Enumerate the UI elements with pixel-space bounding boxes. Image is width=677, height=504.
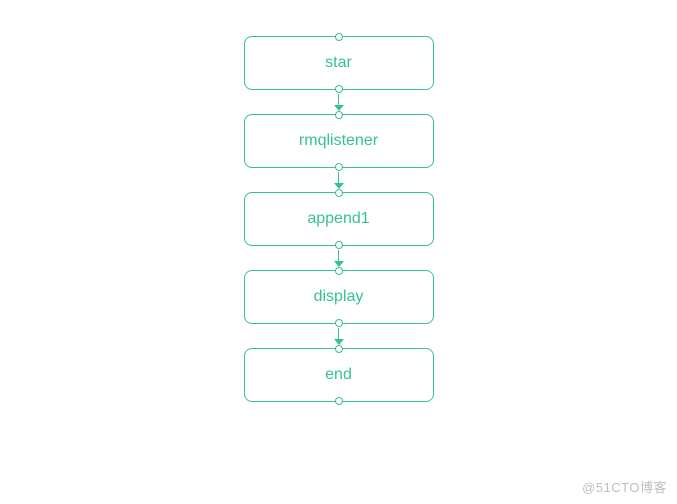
- flowchart-node-n1[interactable]: star: [244, 36, 434, 90]
- port-top-icon: [335, 33, 343, 41]
- flowchart-edge: [338, 328, 339, 344]
- flowchart-edge: [338, 172, 339, 188]
- flowchart-edge: [338, 250, 339, 266]
- flowchart-node-label: rmqlistener: [299, 132, 378, 150]
- port-bottom-icon: [335, 319, 343, 327]
- flowchart-node-label: append1: [307, 210, 369, 228]
- port-bottom-icon: [335, 163, 343, 171]
- flowchart-container: star rmqlistener append1 display end: [0, 0, 677, 402]
- flowchart-node-label: display: [314, 288, 364, 306]
- flowchart-node-label: star: [325, 54, 352, 72]
- port-bottom-icon: [335, 241, 343, 249]
- flowchart-node-n5[interactable]: end: [244, 348, 434, 402]
- port-bottom-icon: [335, 85, 343, 93]
- flowchart-node-n4[interactable]: display: [244, 270, 434, 324]
- port-bottom-icon: [335, 397, 343, 405]
- watermark-text: @51CTO博客: [582, 477, 667, 496]
- flowchart-node-n3[interactable]: append1: [244, 192, 434, 246]
- port-top-icon: [335, 111, 343, 119]
- flowchart-edge: [338, 94, 339, 110]
- flowchart-node-label: end: [325, 366, 352, 384]
- flowchart-node-n2[interactable]: rmqlistener: [244, 114, 434, 168]
- port-top-icon: [335, 345, 343, 353]
- port-top-icon: [335, 189, 343, 197]
- port-top-icon: [335, 267, 343, 275]
